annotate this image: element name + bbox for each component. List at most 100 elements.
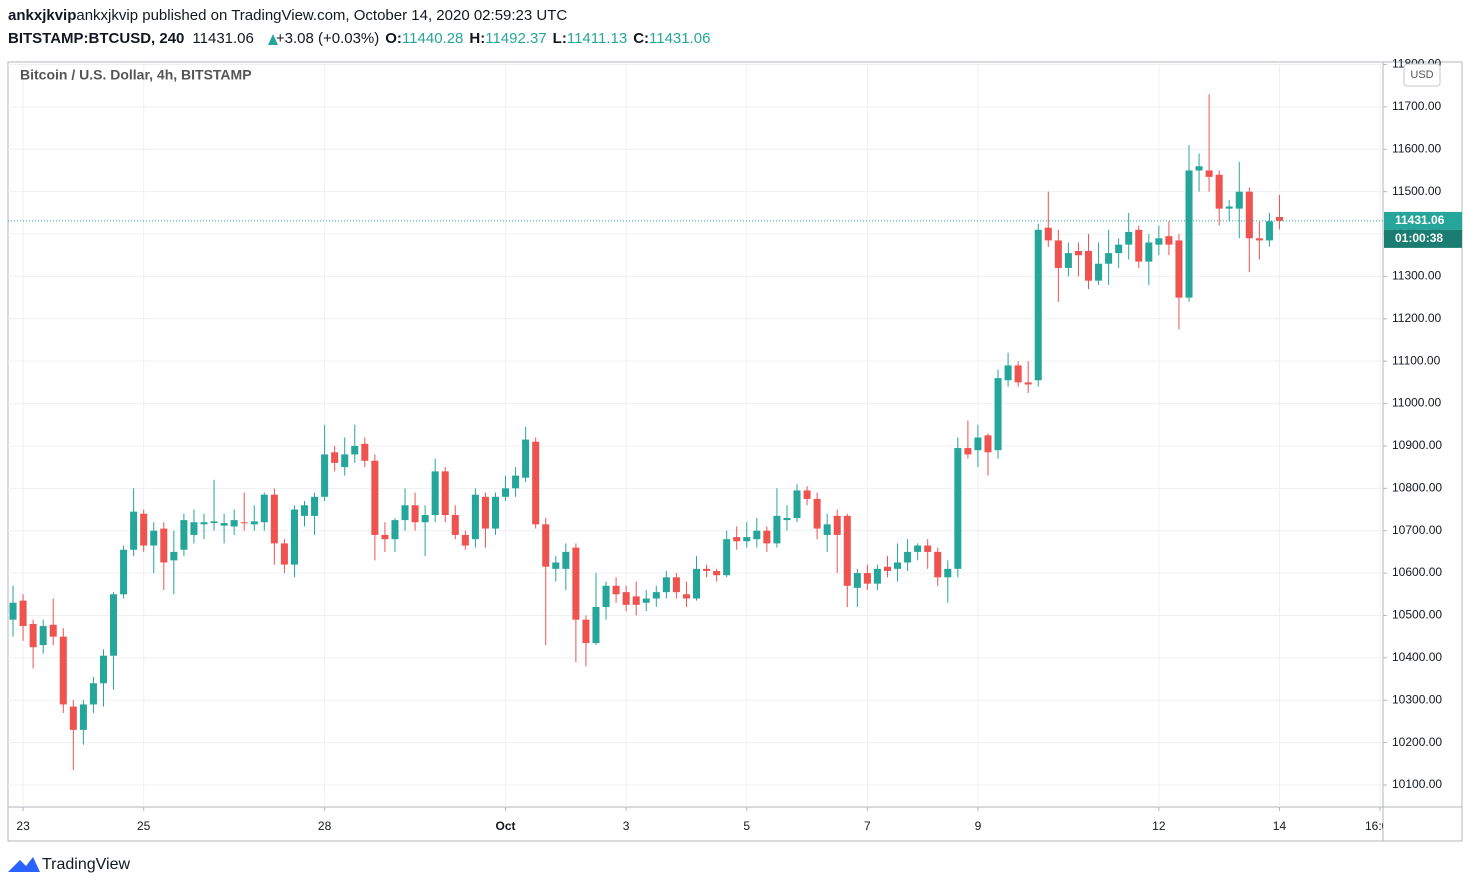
candle-body	[1215, 174, 1223, 209]
symbol-line: BITSTAMP:BTCUSD, 240 11431.06 +3.08 (+0.03…	[8, 30, 710, 47]
candle-body	[1095, 263, 1103, 281]
candle-body	[431, 471, 439, 516]
candle-body	[743, 537, 751, 542]
candle-body	[914, 545, 922, 552]
countdown: 01:00:38	[1395, 231, 1443, 245]
y-tick-label: 11100.00	[1392, 353, 1441, 367]
candle-body	[351, 445, 359, 455]
candle-body	[29, 623, 37, 648]
x-tick-label: 7	[864, 819, 871, 833]
candle-body	[512, 475, 520, 489]
ohlc-value: 11492.37	[485, 30, 546, 47]
y-tick-label: 11500.00	[1392, 184, 1441, 198]
candle-body	[69, 706, 77, 730]
candle-body	[974, 437, 982, 451]
candle-body	[79, 704, 87, 730]
candle-body	[491, 496, 499, 529]
candle-body	[1245, 191, 1253, 239]
price: 11431.06	[192, 30, 253, 47]
y-tick-label: 11000.00	[1392, 396, 1441, 410]
candle-body	[411, 505, 419, 523]
candle-body	[1195, 166, 1203, 171]
y-tick-label: 11600.00	[1392, 141, 1441, 155]
grid	[8, 62, 1383, 807]
candle-body	[853, 573, 861, 588]
last-price-label: 11431.06	[1395, 213, 1445, 227]
candle-body	[1185, 170, 1193, 298]
ohlc-label: C:	[633, 30, 649, 47]
candle-body	[250, 521, 258, 525]
candle-body	[904, 551, 912, 563]
candle-body	[773, 515, 781, 544]
candle-body	[210, 521, 218, 524]
candle-body	[200, 522, 208, 525]
candle-body	[532, 441, 540, 525]
footer-logo	[8, 857, 40, 872]
published-line: ankxjkvipankxjkvip published on TradingV…	[8, 7, 567, 24]
candle-body	[461, 534, 469, 546]
candle-body	[873, 568, 881, 584]
candle-body	[823, 524, 831, 535]
published: ankxjkvip published on TradingView.com, …	[76, 7, 567, 24]
candle-body	[230, 520, 238, 527]
change: +3.08 (+0.03%)	[276, 30, 379, 47]
candle-body	[9, 602, 17, 620]
candle-body	[401, 505, 409, 521]
candle-body	[331, 452, 339, 463]
currency-box[interactable]	[1403, 63, 1441, 87]
x-tick-label: 14	[1273, 819, 1287, 833]
candle-body	[451, 515, 459, 535]
candle-body	[622, 592, 630, 605]
candle-body	[542, 524, 550, 567]
candle-body	[562, 551, 570, 569]
candle-body	[1175, 240, 1183, 298]
ohlc-label: L:	[553, 30, 567, 47]
y-tick-label: 11700.00	[1392, 99, 1441, 113]
y-tick-label: 10600.00	[1392, 565, 1442, 579]
candle-body	[441, 471, 449, 516]
candle-body	[592, 606, 600, 643]
candle-body	[381, 534, 389, 540]
candle-body	[341, 454, 349, 468]
candle-body	[894, 562, 902, 569]
candle-body	[692, 568, 701, 599]
axes: 10100.00 10200.00 10300.00 10400.00 10500.00…	[8, 57, 1462, 833]
candle-body	[924, 545, 932, 552]
x-tick-label: 25	[137, 819, 151, 833]
candle-body	[270, 494, 278, 544]
candle-body	[1135, 229, 1143, 262]
candle-body	[1024, 382, 1032, 385]
candle-body	[49, 624, 57, 637]
up-arrow	[268, 34, 278, 45]
candle-body	[954, 448, 962, 569]
author: ankxjkvip	[8, 7, 76, 24]
currency[interactable]: USD	[1410, 69, 1433, 81]
y-tick-label: 10400.00	[1392, 650, 1442, 664]
candles	[9, 94, 1283, 771]
y-tick-label: 11200.00	[1392, 311, 1441, 325]
candle-body	[863, 573, 871, 584]
x-tick-label: 5	[743, 819, 750, 833]
series-title: Bitcoin / U.S. Dollar, 4h, BITSTAMP	[20, 67, 252, 83]
candle-body	[180, 520, 188, 550]
candle-body	[1115, 244, 1123, 254]
candle-body	[783, 517, 791, 521]
candle-body	[552, 562, 560, 569]
candle-body	[110, 594, 118, 656]
candle-body	[652, 592, 660, 599]
candle-body	[944, 568, 952, 578]
candle-body	[793, 490, 801, 518]
y-tick-label: 10500.00	[1392, 608, 1442, 622]
candle-body	[723, 539, 731, 576]
candle-body	[1235, 191, 1243, 209]
candle-body	[612, 585, 620, 595]
candle-body	[1054, 240, 1062, 268]
candle-body	[813, 498, 821, 529]
candle-body	[843, 515, 851, 586]
y-tick-label: 11300.00	[1392, 269, 1441, 283]
x-tick-label: Oct	[496, 819, 516, 833]
candle-body	[672, 577, 680, 593]
time-axis: 23 25 28 Oct 3 5 7 9 12 14 16:00	[16, 807, 1383, 833]
candle-body	[1044, 227, 1052, 241]
candle-body	[421, 515, 429, 523]
